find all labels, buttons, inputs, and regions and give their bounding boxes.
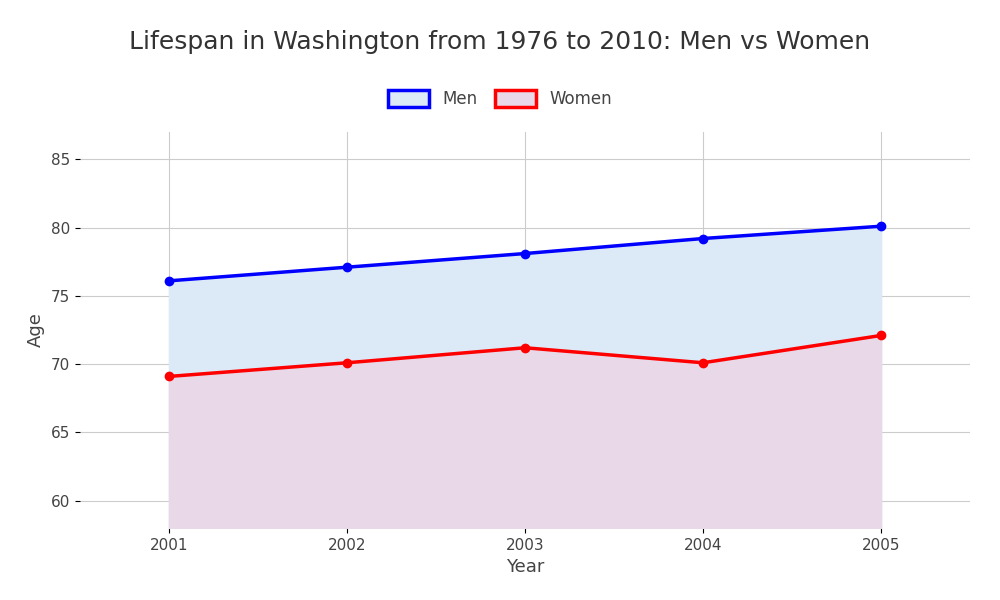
Legend: Men, Women: Men, Women — [381, 83, 619, 115]
Text: Lifespan in Washington from 1976 to 2010: Men vs Women: Lifespan in Washington from 1976 to 2010… — [129, 30, 871, 54]
Y-axis label: Age: Age — [27, 313, 45, 347]
X-axis label: Year: Year — [506, 558, 544, 576]
